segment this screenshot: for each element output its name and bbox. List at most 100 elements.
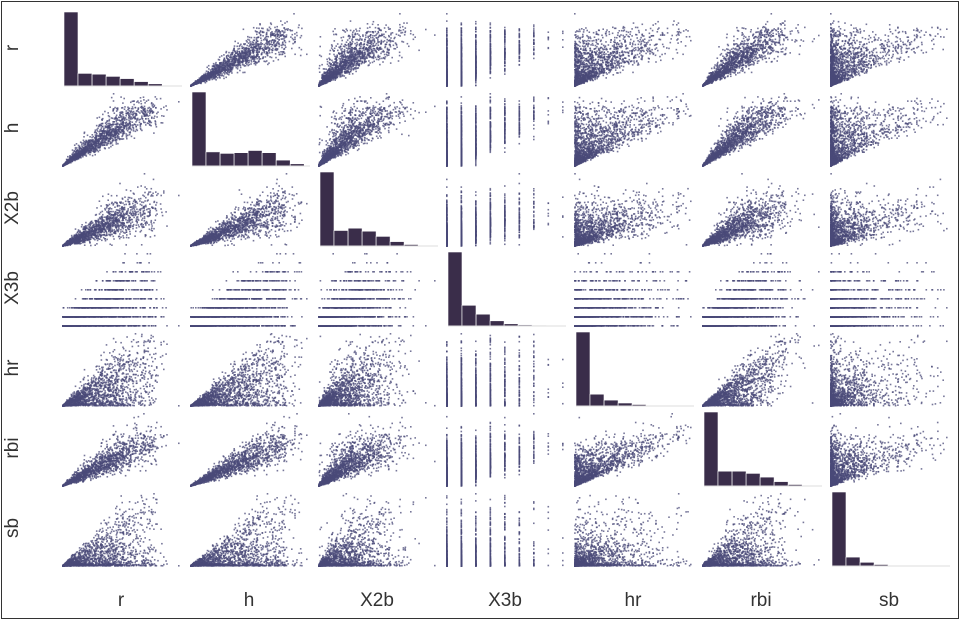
data-point	[225, 77, 227, 79]
data-point	[262, 58, 264, 60]
data-point	[284, 22, 286, 24]
data-point	[256, 37, 258, 39]
data-point	[263, 39, 265, 41]
data-point	[292, 34, 294, 36]
data-point	[221, 73, 223, 75]
data-point	[211, 79, 213, 81]
data-point	[237, 72, 239, 74]
data-point	[225, 52, 227, 54]
histogram-bar	[106, 76, 120, 86]
data-point	[275, 31, 277, 33]
data-point	[258, 28, 260, 30]
data-point	[294, 54, 296, 56]
data-point	[278, 59, 280, 61]
data-point	[223, 54, 225, 56]
data-point	[243, 43, 245, 45]
data-point	[259, 49, 261, 51]
data-point	[291, 48, 293, 50]
data-point	[267, 36, 269, 38]
data-point	[234, 41, 236, 43]
data-point	[262, 35, 264, 37]
data-point	[275, 57, 277, 59]
data-point	[248, 45, 250, 47]
data-point	[289, 41, 291, 43]
data-point	[213, 63, 215, 65]
data-point	[264, 44, 266, 46]
histogram-bar	[120, 79, 134, 86]
histogram-bar	[134, 82, 148, 86]
data-point	[284, 29, 286, 31]
data-point	[281, 38, 283, 40]
data-point	[269, 56, 271, 58]
data-point	[293, 39, 295, 41]
data-point	[232, 66, 234, 68]
data-point	[298, 27, 300, 29]
data-point	[274, 27, 276, 29]
data-point	[249, 37, 251, 39]
data-point	[275, 53, 277, 55]
data-point	[268, 62, 270, 64]
data-point	[263, 56, 265, 58]
data-point	[300, 37, 302, 39]
data-point	[266, 32, 268, 34]
data-point	[266, 34, 268, 36]
data-point	[208, 68, 210, 70]
histogram-bar	[92, 74, 106, 86]
data-point	[230, 61, 232, 63]
data-point	[250, 63, 252, 65]
panel-r-vs-r	[64, 12, 182, 86]
data-point	[271, 52, 273, 54]
data-point	[299, 47, 301, 49]
data-point	[265, 43, 267, 45]
data-point	[281, 47, 283, 49]
data-point	[286, 21, 288, 23]
data-point	[260, 58, 262, 60]
data-point	[285, 42, 287, 44]
data-point	[270, 36, 272, 38]
data-point	[263, 52, 265, 54]
data-point	[260, 37, 262, 39]
data-point	[278, 46, 280, 48]
data-point	[277, 32, 279, 34]
data-point	[283, 38, 285, 40]
data-point	[258, 36, 260, 38]
data-point	[249, 39, 251, 41]
data-point	[277, 36, 279, 38]
data-point	[284, 56, 286, 58]
scatter-points	[190, 13, 308, 87]
data-point	[271, 42, 273, 44]
data-point	[244, 72, 246, 74]
data-point	[301, 49, 303, 51]
data-point	[267, 28, 269, 30]
data-point	[296, 32, 298, 34]
data-point	[292, 43, 294, 45]
data-point	[278, 39, 280, 41]
data-point	[264, 47, 266, 49]
data-point	[233, 48, 235, 50]
data-point	[251, 61, 253, 63]
data-point	[271, 57, 273, 59]
data-point	[231, 72, 233, 74]
data-point	[238, 51, 240, 53]
data-point	[261, 40, 263, 42]
data-point	[284, 31, 286, 33]
data-point	[258, 61, 260, 63]
data-point	[294, 33, 296, 35]
panel-r-vs-h	[190, 13, 308, 87]
data-point	[260, 30, 262, 32]
data-point	[210, 69, 212, 71]
data-point	[306, 54, 308, 56]
data-point	[215, 62, 217, 64]
data-point	[292, 30, 294, 32]
data-point	[293, 13, 295, 15]
data-point	[221, 55, 223, 57]
histogram-bar	[78, 73, 92, 86]
data-point	[273, 42, 275, 44]
data-point	[206, 70, 208, 72]
data-point	[268, 30, 270, 32]
histogram-bar	[64, 12, 78, 86]
data-point	[272, 39, 274, 41]
data-point	[219, 77, 221, 79]
data-point	[240, 67, 242, 69]
